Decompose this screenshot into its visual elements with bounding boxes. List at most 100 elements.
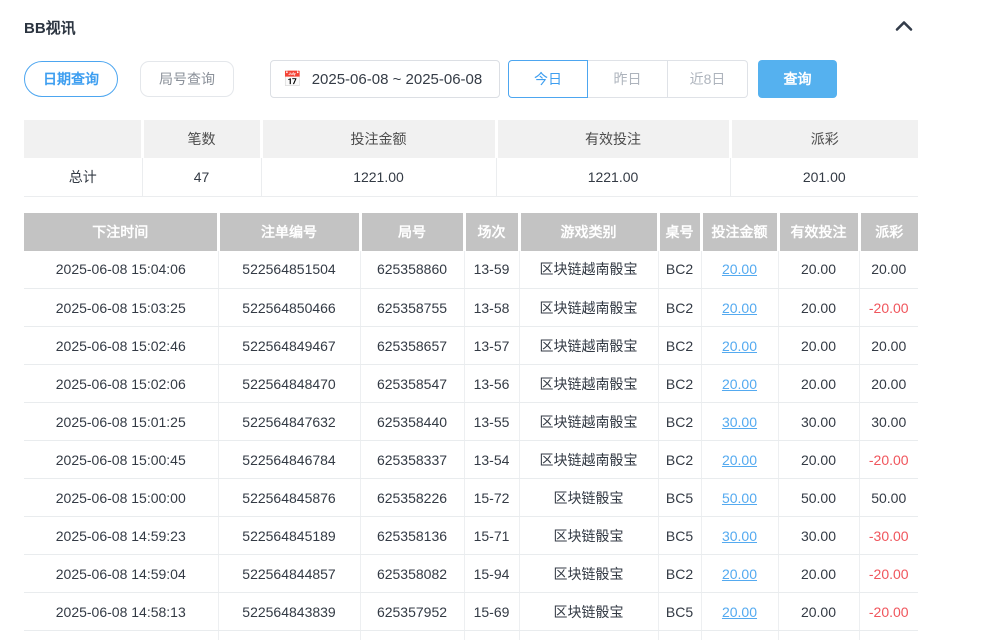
- payout-cell: 20.00: [859, 250, 918, 289]
- session-cell: 15-94: [464, 554, 520, 593]
- game-category-cell: 区块链越南骰宝: [519, 402, 659, 441]
- bet-amount-cell: 20.00: [701, 554, 779, 593]
- date-range-input[interactable]: 📅 2025-06-08 ~ 2025-06-08: [270, 60, 500, 98]
- payout-cell: 50.00: [859, 478, 918, 517]
- game-category-cell: 区块链越南骰宝: [519, 440, 659, 479]
- game-category-cell: 区块链骰宝: [519, 478, 659, 517]
- bet-amount-link[interactable]: 50.00: [721, 489, 758, 506]
- quick-range-group: 今日 昨日 近8日: [508, 60, 748, 98]
- round-no-cell: 625358547: [360, 364, 465, 403]
- bet-amount-link[interactable]: 30.00: [721, 527, 758, 544]
- summary-total-label: 总计: [24, 158, 143, 197]
- order-no-cell: 522564851504: [218, 250, 361, 289]
- collapse-button[interactable]: [892, 15, 916, 39]
- table-row: [24, 630, 918, 640]
- payout-cell: [859, 630, 918, 640]
- bet-amount-cell: 50.00: [701, 478, 779, 517]
- table-row: 2025-06-08 14:59:23 522564845189 6253581…: [24, 516, 918, 555]
- bet-time-cell: 2025-06-08 15:03:25: [24, 288, 219, 327]
- panel-header: BB视讯: [24, 16, 918, 38]
- round-no-cell: 625358860: [360, 250, 465, 289]
- round-no-cell: 625358755: [360, 288, 465, 327]
- summary-total-bet-amount: 1221.00: [261, 158, 497, 197]
- bet-amount-link[interactable]: 30.00: [721, 413, 758, 430]
- bet-amount-link[interactable]: 20.00: [721, 337, 758, 354]
- table-no-cell: BC2: [658, 364, 702, 403]
- session-cell: 13-56: [464, 364, 520, 403]
- game-category-cell: 区块链越南骰宝: [519, 250, 659, 289]
- round-no-cell: 625358657: [360, 326, 465, 365]
- payout-cell: 20.00: [859, 326, 918, 365]
- order-no-cell: 522564845876: [218, 478, 361, 517]
- col-header-round-no: 局号: [360, 212, 466, 251]
- summary-total-valid-bet: 1221.00: [496, 158, 731, 197]
- payout-cell: -20.00: [859, 592, 918, 631]
- bet-time-cell: 2025-06-08 15:00:00: [24, 478, 219, 517]
- bet-amount-cell: 30.00: [701, 516, 779, 555]
- bet-amount-link[interactable]: 20.00: [721, 603, 758, 620]
- round-no-cell: 625357952: [360, 592, 465, 631]
- bet-amount-cell: 20.00: [701, 326, 779, 365]
- quick-range-today[interactable]: 今日: [508, 60, 588, 98]
- valid-bet-cell: 20.00: [778, 288, 860, 327]
- table-row: 2025-06-08 14:58:13 522564843839 6253579…: [24, 592, 918, 631]
- round-no-cell: 625358337: [360, 440, 465, 479]
- game-category-cell: 区块链越南骰宝: [519, 326, 659, 365]
- bet-amount-link[interactable]: 20.00: [721, 451, 758, 468]
- table-no-cell: BC5: [658, 478, 702, 517]
- session-cell: 15-69: [464, 592, 520, 631]
- summary-header-payout: 派彩: [730, 120, 918, 158]
- order-no-cell: 522564846784: [218, 440, 361, 479]
- summary-total-payout: 201.00: [730, 158, 918, 197]
- valid-bet-cell: 20.00: [778, 592, 860, 631]
- tab-round-query[interactable]: 局号查询: [140, 61, 234, 97]
- bet-amount-cell: 20.00: [701, 592, 779, 631]
- session-cell: 13-54: [464, 440, 520, 479]
- order-no-cell: 522564844857: [218, 554, 361, 593]
- bet-time-cell: 2025-06-08 14:58:13: [24, 592, 219, 631]
- summary-table: 笔数 投注金额 有效投注 派彩 总计 47 1221.00 1221.00 20…: [24, 120, 918, 197]
- table-no-cell: BC2: [658, 554, 702, 593]
- payout-cell: -20.00: [859, 554, 918, 593]
- session-cell: [464, 630, 520, 640]
- valid-bet-cell: 20.00: [778, 326, 860, 365]
- bet-time-cell: 2025-06-08 15:02:06: [24, 364, 219, 403]
- session-cell: 15-71: [464, 516, 520, 555]
- summary-header-count: 笔数: [142, 120, 263, 158]
- bet-time-cell: 2025-06-08 14:59:04: [24, 554, 219, 593]
- bet-amount-link[interactable]: 20.00: [721, 375, 758, 392]
- quick-range-yesterday[interactable]: 昨日: [588, 60, 668, 98]
- bet-time-cell: [24, 630, 219, 640]
- col-header-payout: 派彩: [859, 212, 918, 251]
- valid-bet-cell: 30.00: [778, 402, 860, 441]
- query-button[interactable]: 查询: [758, 60, 837, 98]
- session-cell: 13-55: [464, 402, 520, 441]
- bet-amount-cell: 20.00: [701, 250, 779, 289]
- tab-date-query[interactable]: 日期查询: [24, 61, 118, 97]
- round-no-cell: 625358136: [360, 516, 465, 555]
- valid-bet-cell: 50.00: [778, 478, 860, 517]
- table-row: 2025-06-08 15:04:06 522564851504 6253588…: [24, 250, 918, 289]
- payout-cell: 30.00: [859, 402, 918, 441]
- table-no-cell: BC2: [658, 402, 702, 441]
- order-no-cell: 522564849467: [218, 326, 361, 365]
- bet-amount-link[interactable]: 20.00: [721, 299, 758, 316]
- order-no-cell: 522564850466: [218, 288, 361, 327]
- summary-header-valid-bet: 有效投注: [496, 120, 732, 158]
- table-row: 2025-06-08 14:59:04 522564844857 6253580…: [24, 554, 918, 593]
- quick-range-last8days[interactable]: 近8日: [668, 60, 748, 98]
- page-title: BB视讯: [24, 19, 76, 37]
- bet-amount-link[interactable]: 20.00: [721, 261, 758, 278]
- order-no-cell: 522564848470: [218, 364, 361, 403]
- payout-cell: -20.00: [859, 288, 918, 327]
- toolbar: 日期查询 局号查询 📅 2025-06-08 ~ 2025-06-08 今日 昨…: [24, 60, 918, 98]
- chevron-up-icon: [895, 20, 913, 35]
- game-category-cell: 区块链越南骰宝: [519, 364, 659, 403]
- bet-amount-link[interactable]: 20.00: [721, 565, 758, 582]
- game-category-cell: 区块链骰宝: [519, 554, 659, 593]
- table-no-cell: BC2: [658, 288, 702, 327]
- col-header-bet-time: 下注时间: [24, 212, 220, 251]
- table-no-cell: BC5: [658, 516, 702, 555]
- round-no-cell: [360, 630, 465, 640]
- round-no-cell: 625358226: [360, 478, 465, 517]
